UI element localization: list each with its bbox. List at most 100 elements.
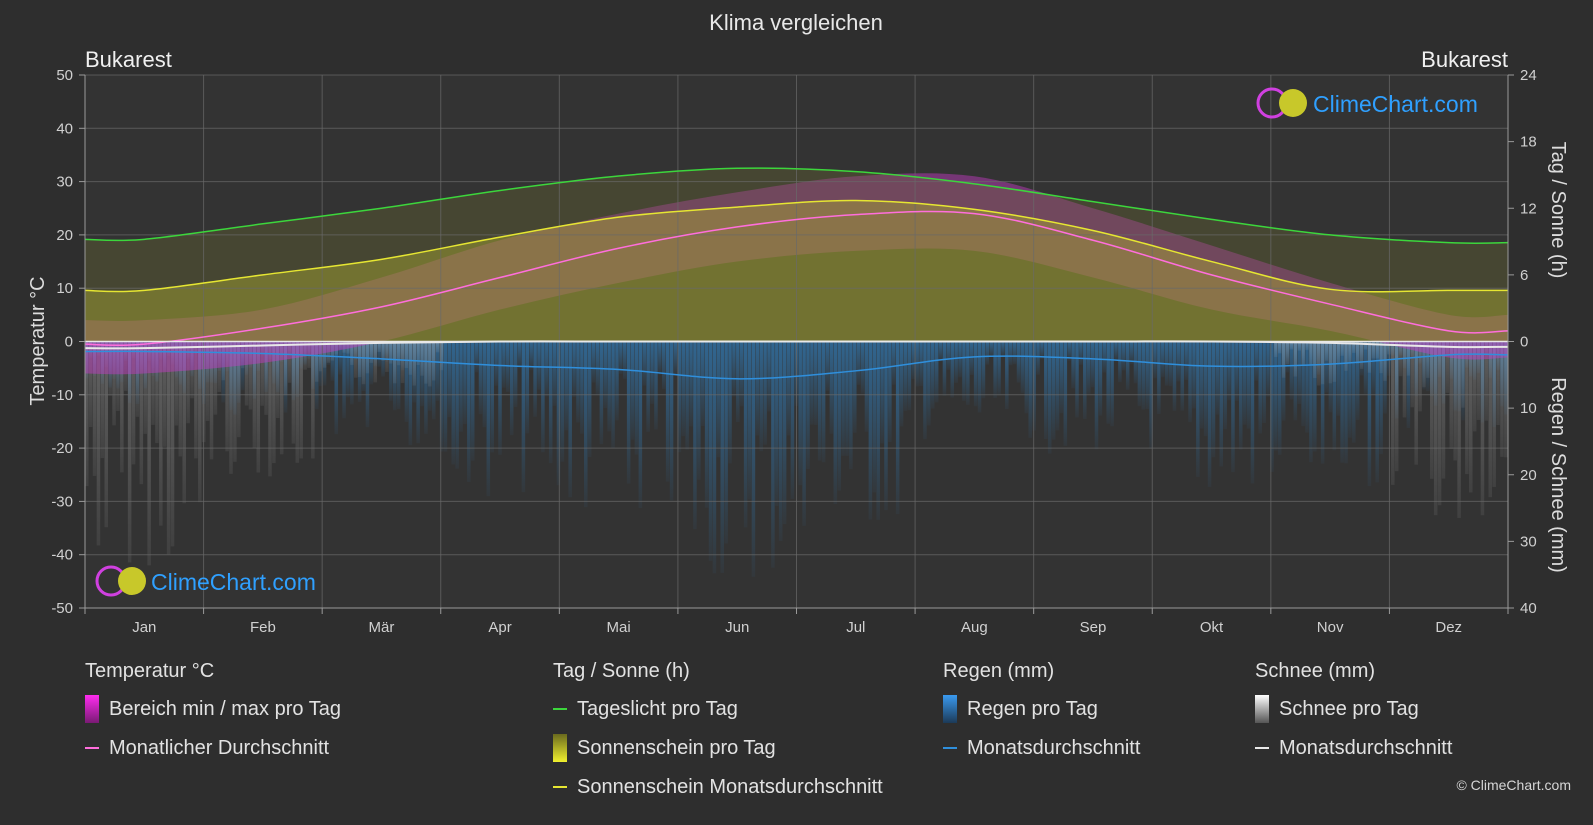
rain-day-bar (1281, 341, 1286, 421)
x-tick-label: Jun (725, 619, 749, 636)
rain-day-bar (751, 341, 756, 577)
rain-day-bar (895, 341, 900, 515)
rain-day-bar (1203, 341, 1208, 437)
rain-day-bar (634, 341, 639, 455)
snow-day-bar (1383, 341, 1387, 381)
snow-day-bar (1285, 341, 1290, 365)
snow-day-bar (396, 341, 401, 366)
rain-day-bar (864, 341, 869, 432)
snow-day-bar (205, 341, 210, 421)
snow-day-bar (217, 341, 222, 392)
rain-day-bar (856, 341, 861, 385)
rain-day-bar (416, 341, 420, 444)
snow-day-bar (1305, 341, 1309, 351)
rain-day-bar (1176, 341, 1181, 382)
rain-day-bar (899, 341, 904, 427)
snow-day-bar (190, 341, 194, 399)
rain-day-bar (1125, 341, 1130, 390)
y-right-top-tick-label: 0 (1520, 334, 1528, 351)
y-right-bottom-tick-label: 10 (1520, 400, 1537, 417)
rain-day-bar (1067, 341, 1071, 361)
snow-day-bar (135, 341, 140, 417)
legend-label: Regen pro Tag (967, 697, 1098, 720)
snow-day-bar (104, 341, 109, 528)
x-tick-label: Mai (607, 619, 631, 636)
snow-day-bar (354, 341, 358, 378)
rain-day-bar (424, 341, 428, 434)
rain-day-bar (837, 341, 841, 491)
rain-day-bar (708, 341, 713, 561)
snow-day-bar (322, 341, 327, 368)
chart-title: Klima vergleichen (709, 10, 883, 35)
snow-day-bar (412, 341, 416, 386)
snow-day-bar (311, 341, 315, 459)
rain-day-bar (829, 341, 834, 434)
legend-item: Tageslicht pro Tag (553, 696, 883, 722)
rain-day-bar (969, 341, 974, 375)
rain-day-bar (1371, 341, 1376, 396)
legend-swatch-snow (1255, 695, 1269, 723)
rain-day-bar (973, 341, 978, 407)
rain-day-bar (1071, 341, 1075, 389)
rain-day-bar (1207, 341, 1212, 487)
snow-day-bar (338, 341, 342, 350)
snow-day-bar (100, 341, 105, 459)
snow-day-bar (283, 341, 288, 396)
rain-day-bar (673, 341, 678, 374)
rain-day-bar (806, 341, 810, 470)
x-tick-label: Aug (961, 619, 988, 636)
rain-day-bar (513, 341, 518, 408)
rain-day-bar (1274, 341, 1278, 451)
rain-day-bar (1075, 341, 1079, 418)
snow-day-bar (373, 341, 378, 383)
snow-day-bar (225, 341, 229, 452)
rain-day-bar (1051, 341, 1056, 440)
snow-day-bar (170, 341, 175, 547)
snow-day-bar (139, 341, 144, 485)
snow-day-bar (369, 341, 374, 363)
snow-day-bar (1500, 341, 1504, 457)
snow-day-bar (276, 341, 280, 418)
rain-day-bar (1289, 341, 1294, 400)
rain-day-bar (545, 341, 549, 397)
rain-day-bar (1141, 341, 1146, 410)
rain-day-bar (985, 341, 990, 365)
rain-day-bar (888, 341, 892, 442)
x-tick-label: Jul (846, 619, 865, 636)
rain-day-bar (338, 341, 342, 375)
rain-day-bar (778, 341, 783, 541)
rain-day-bar (1344, 341, 1348, 464)
rain-day-bar (681, 341, 685, 437)
y-right-top-tick-label: 12 (1520, 200, 1537, 217)
legend-item: Monatlicher Durchschnitt (85, 735, 341, 761)
rain-day-bar (1348, 341, 1352, 438)
rain-day-bar (1336, 341, 1340, 416)
snow-day-bar (85, 341, 89, 487)
location-right: Bukarest (1421, 47, 1508, 72)
rain-day-bar (1309, 341, 1313, 463)
snow-day-bar (256, 341, 261, 473)
rain-day-bar (821, 341, 826, 463)
rain-day-bar (537, 341, 541, 390)
rain-day-bar (872, 341, 877, 493)
snow-day-bar (1348, 341, 1352, 363)
rain-day-bar (919, 341, 923, 387)
rain-day-bar (977, 341, 982, 413)
rain-day-bar (1223, 341, 1227, 430)
rain-day-bar (1180, 341, 1185, 411)
rain-day-bar (1277, 341, 1282, 455)
legend-swatch-temp-avg (85, 747, 99, 749)
x-tick-label: Jan (132, 619, 156, 636)
rain-day-bar (1059, 341, 1064, 414)
rain-day-bar (369, 341, 374, 385)
rain-day-bar (1242, 341, 1247, 425)
legend-rain: Regen (mm) Regen pro Tag Monatsdurchschn… (943, 660, 1140, 774)
rain-day-bar (1118, 341, 1122, 383)
rain-day-bar (747, 341, 752, 500)
rain-day-bar (1266, 341, 1270, 397)
rain-day-bar (892, 341, 896, 385)
snow-day-bar (1344, 341, 1348, 371)
rain-day-bar (564, 341, 569, 431)
legend-snow-title: Schnee (mm) (1255, 660, 1376, 682)
rain-day-bar (880, 341, 884, 444)
